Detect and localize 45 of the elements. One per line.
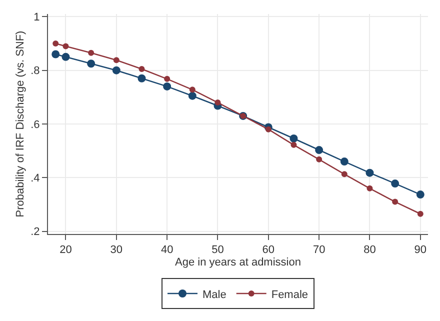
point	[416, 190, 424, 199]
point	[87, 60, 96, 68]
point	[62, 52, 70, 61]
point	[315, 146, 324, 154]
point	[189, 86, 196, 93]
point	[163, 82, 172, 90]
point	[52, 50, 60, 58]
y-tick-label: .8	[30, 65, 40, 78]
y-axis-title: Probability of IRF Discharge (vs. SNF)	[14, 30, 26, 218]
x-tick-label: 60	[262, 244, 275, 256]
point	[290, 142, 297, 148]
point	[88, 50, 94, 56]
point	[52, 40, 59, 47]
point	[164, 76, 170, 82]
legend-label: Male	[202, 288, 226, 301]
x-tick-label: 40	[160, 244, 174, 256]
point	[265, 126, 272, 132]
y-tick-label: .6	[30, 118, 40, 131]
point	[138, 66, 145, 72]
point	[188, 92, 196, 100]
point	[214, 100, 221, 106]
point	[138, 74, 146, 82]
x-tick-label: 20	[60, 244, 72, 256]
point	[113, 57, 120, 64]
point	[62, 43, 69, 50]
point	[290, 134, 298, 142]
legend-label: Female	[271, 288, 308, 301]
point	[392, 198, 398, 205]
point	[366, 168, 374, 177]
point	[341, 171, 348, 178]
point	[112, 66, 120, 74]
y-tick-label: .4	[30, 172, 40, 185]
point	[366, 185, 373, 192]
point	[340, 158, 348, 166]
point	[417, 210, 424, 217]
y-tick-label: .2	[30, 226, 40, 238]
x-axis-title: Age in years at admission	[175, 256, 301, 268]
x-tick-label: 70	[312, 244, 326, 256]
x-tick-label: 80	[364, 244, 376, 256]
x-tick-label: 30	[110, 244, 123, 256]
point	[391, 180, 400, 188]
point	[316, 156, 322, 162]
x-tick-label: 50	[212, 244, 224, 256]
x-tick-label: 90	[414, 244, 427, 256]
y-tick-label: 1	[34, 12, 40, 24]
